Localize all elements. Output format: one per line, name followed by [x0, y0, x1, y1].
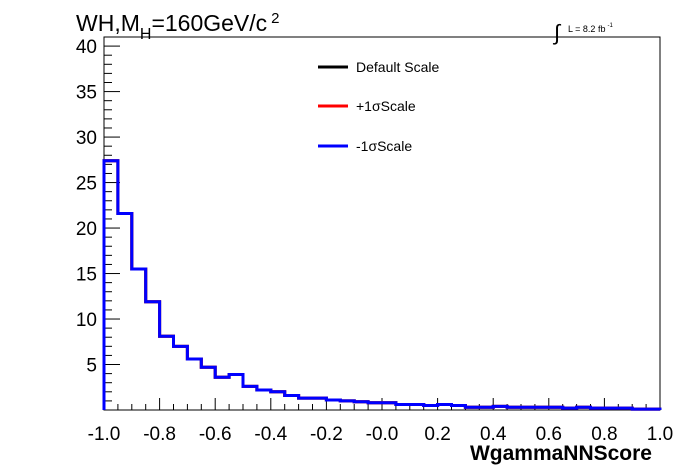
y-tick-label: 5 — [86, 356, 97, 377]
y-tick-label: 15 — [76, 265, 97, 286]
svg-text:L = 8.2 fb-1: L = 8.2 fb -1 — [568, 23, 613, 34]
histogram-line-plus-1sigma — [102, 159, 662, 411]
histogram-line-default — [102, 159, 662, 411]
legend-label: Default Scale — [356, 59, 439, 75]
x-tick-label: 0.4 — [480, 424, 507, 445]
x-tick-label: -0.2 — [310, 424, 343, 445]
y-tick-label: 10 — [76, 310, 97, 331]
y-tick-label: 35 — [76, 83, 97, 104]
x-tick-label: -0.0 — [366, 424, 399, 445]
legend-label: +1σScale — [356, 98, 416, 114]
legend-label: -1σScale — [356, 138, 412, 154]
integral-sign: ∫ — [552, 20, 562, 45]
x-tick-label: 0.8 — [591, 424, 617, 445]
y-tick-label: 25 — [76, 174, 97, 195]
x-tick-label: 0.2 — [424, 424, 450, 445]
x-tick-label: -1.0 — [88, 424, 121, 445]
x-tick-label: 1.0 — [647, 424, 673, 445]
legend: Default Scale +1σScale -1σScale — [318, 59, 439, 154]
x-tick-label: -0.4 — [254, 424, 287, 445]
y-tick-label: 30 — [76, 128, 97, 149]
lumi-exponent: -1 — [607, 23, 613, 29]
histogram-series — [102, 159, 662, 411]
x-tick-label: -0.8 — [143, 424, 176, 445]
chart-title: WH,MH=160GeV/c 2 — [76, 10, 280, 43]
y-tick-label: 20 — [76, 219, 97, 240]
luminosity-label: ∫ L = 8.2 fb -1 — [552, 20, 613, 45]
histogram-line-minus-1sigma — [102, 159, 662, 411]
x-tick-label: -0.6 — [199, 424, 232, 445]
x-axis-title: WgammaNNScore — [470, 442, 652, 465]
y-tick-label: 40 — [76, 37, 97, 58]
lumi-text: L = 8.2 fb — [568, 24, 605, 34]
x-tick-label: 0.6 — [536, 424, 562, 445]
